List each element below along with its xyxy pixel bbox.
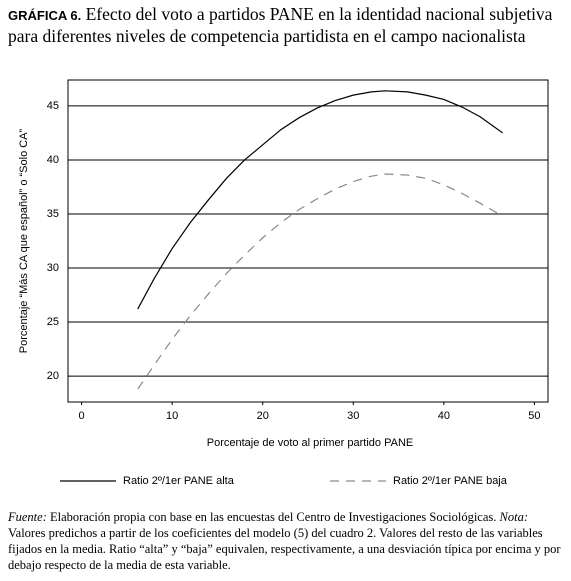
- y-tick-label: 30: [47, 262, 59, 274]
- footnote: Fuente: Elaboración propia con base en l…: [8, 509, 564, 573]
- x-tick-label: 40: [438, 410, 450, 422]
- note-label: Nota:: [499, 510, 528, 524]
- chart-title: Efecto del voto a partidos PANE en la id…: [8, 4, 553, 46]
- y-tick-label: 25: [47, 316, 59, 328]
- x-axis-label: Porcentaje de voto al primer partido PAN…: [207, 437, 413, 449]
- x-tick-label: 50: [528, 410, 540, 422]
- chart: Porcentaje de voto al primer partido PAN…: [18, 79, 549, 487]
- y-tick-label: 20: [47, 370, 59, 382]
- y-tick-label: 35: [47, 208, 59, 220]
- x-tick-label: 30: [347, 410, 359, 422]
- note: Valores predichos a partir de los coefic…: [8, 526, 561, 572]
- figure-label: GRÁFICA 6.: [8, 8, 82, 23]
- y-axis-label: Porcentaje “Más CA que español” o “Solo …: [18, 128, 30, 353]
- legend-label: Ratio 2º/1er PANE alta: [123, 475, 235, 487]
- legend-label: Ratio 2º/1er PANE baja: [393, 475, 508, 487]
- y-tick-label: 40: [47, 154, 59, 166]
- x-tick-label: 10: [166, 410, 178, 422]
- y-tick-label: 45: [47, 100, 59, 112]
- x-tick-label: 20: [257, 410, 269, 422]
- series-line: [137, 173, 504, 390]
- series-line: [137, 90, 504, 310]
- x-tick-label: 0: [79, 410, 85, 422]
- source: Elaboración propia con base en las encue…: [50, 510, 497, 524]
- source-label: Fuente:: [8, 510, 47, 524]
- plot-frame: [67, 79, 549, 403]
- title-block: GRÁFICA 6. Efecto del voto a partidos PA…: [8, 4, 558, 47]
